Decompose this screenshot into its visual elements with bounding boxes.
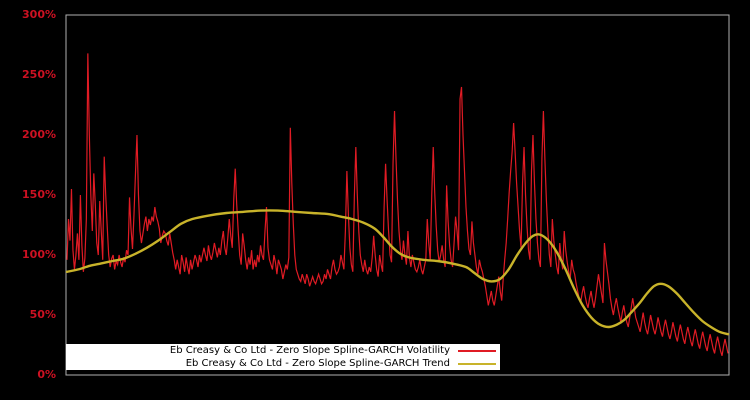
legend-entry-volatility: Eb Creasy & Co Ltd - Zero Slope Spline-G… bbox=[66, 344, 500, 357]
y-axis-tick-label: 300% bbox=[22, 8, 56, 21]
legend-swatch-volatility bbox=[458, 349, 496, 352]
y-axis-tick-label: 250% bbox=[22, 68, 56, 81]
volatility-path bbox=[66, 53, 729, 356]
y-axis-tick-label: 100% bbox=[22, 248, 56, 261]
chart-legend: Eb Creasy & Co Ltd - Zero Slope Spline-G… bbox=[66, 344, 500, 370]
legend-entry-trend: Eb Creasy & Co Ltd - Zero Slope Spline-G… bbox=[66, 357, 500, 370]
y-axis-tick-label: 0% bbox=[37, 368, 56, 381]
y-axis-tick-label: 150% bbox=[22, 188, 56, 201]
series-trend-line bbox=[65, 209, 730, 336]
series-volatility-line bbox=[66, 53, 729, 356]
plot-axes-frame bbox=[65, 14, 730, 376]
legend-swatch-trend bbox=[458, 362, 496, 365]
legend-label-volatility: Eb Creasy & Co Ltd - Zero Slope Spline-G… bbox=[169, 345, 450, 356]
y-axis-tick-label: 200% bbox=[22, 128, 56, 141]
plot-border bbox=[65, 14, 730, 376]
y-axis-tick-label: 50% bbox=[29, 308, 56, 321]
legend-label-trend: Eb Creasy & Co Ltd - Zero Slope Spline-G… bbox=[185, 358, 450, 369]
trend-path bbox=[65, 209, 730, 336]
